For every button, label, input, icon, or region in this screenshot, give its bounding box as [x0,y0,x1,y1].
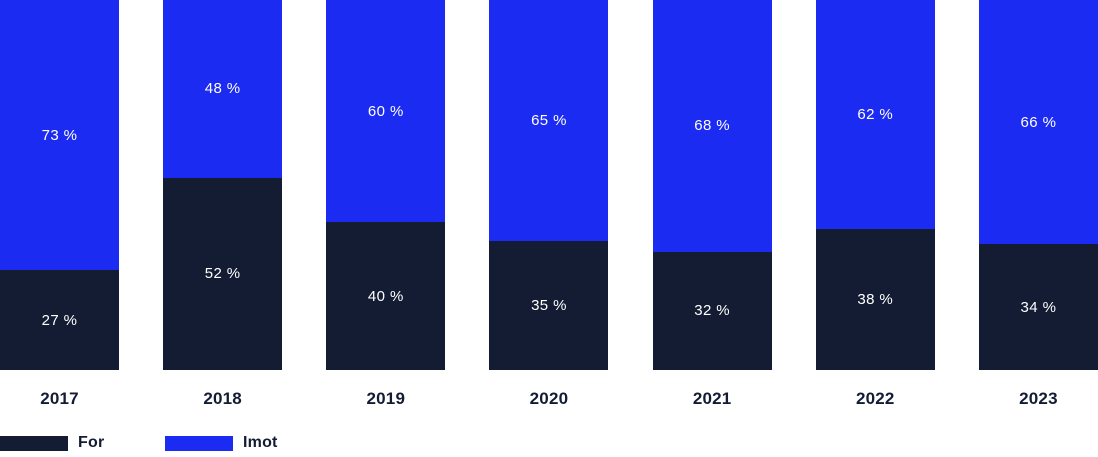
x-axis-label: 2019 [366,389,406,408]
legend: For Imot [0,434,1098,452]
bar-segment-for: 40 % [326,222,446,370]
bar-segment-imot: 60 % [326,0,446,222]
bar-segment-imot: 66 % [978,0,1098,245]
legend-item-imot: Imot [165,434,278,452]
bar-value-label-imot: 68 % [694,117,731,135]
bar-value-label-imot: 66 % [1020,113,1057,131]
bar-column: 48 % 52 % [163,0,283,370]
bar-column: 73 % 27 % [0,0,119,370]
bar-segment-imot: 62 % [815,0,935,230]
legend-label: For [78,434,105,451]
legend-swatch-imot [165,435,233,451]
bar-column: 66 % 34 % [978,0,1098,370]
x-axis-labels: 2017 2018 2019 2020 2021 2022 2023 [0,389,1098,409]
bar-value-label-for: 40 % [367,287,404,305]
bar-column: 60 % 40 % [326,0,446,370]
bar-value-label-for: 38 % [857,291,894,309]
legend-swatch-for [0,435,68,451]
bar-value-label-imot: 60 % [367,102,404,120]
bars-area: 73 % 27 % 48 % 52 % 60 % 40 % 65 % 35 % … [0,0,1098,370]
bar-segment-for: 34 % [978,244,1098,370]
x-axis-label: 2021 [692,389,732,408]
bar-value-label-imot: 48 % [204,80,241,98]
bar-column: 65 % 35 % [489,0,609,370]
legend-label: Imot [243,434,278,451]
bar-value-label-for: 34 % [1020,298,1057,316]
x-axis-label: 2022 [855,389,895,408]
bar-value-label-for: 27 % [41,311,78,329]
bar-value-label-imot: 62 % [857,106,894,124]
bar-value-label-for: 52 % [204,265,241,283]
bar-value-label-imot: 65 % [531,111,567,129]
bar-segment-imot: 65 % [489,0,609,241]
x-axis-label: 2020 [529,389,569,408]
bar-segment-for: 38 % [815,229,935,370]
bar-segment-imot: 73 % [0,0,119,271]
bar-value-label-for: 32 % [694,302,731,320]
x-axis-label: 2017 [40,389,79,408]
bar-segment-for: 52 % [163,177,283,370]
bar-column: 62 % 38 % [815,0,935,370]
bar-value-label-for: 35 % [531,296,567,314]
bar-segment-for: 35 % [489,240,609,370]
bar-segment-for: 27 % [0,270,119,370]
bar-value-label-imot: 73 % [41,126,78,144]
x-axis-label: 2023 [1019,389,1058,408]
bar-segment-imot: 68 % [652,0,772,252]
x-axis-label: 2018 [203,389,242,408]
bar-segment-imot: 48 % [163,0,283,178]
bar-column: 68 % 32 % [652,0,772,370]
bar-segment-for: 32 % [652,251,772,370]
legend-item-for: For [0,434,104,452]
